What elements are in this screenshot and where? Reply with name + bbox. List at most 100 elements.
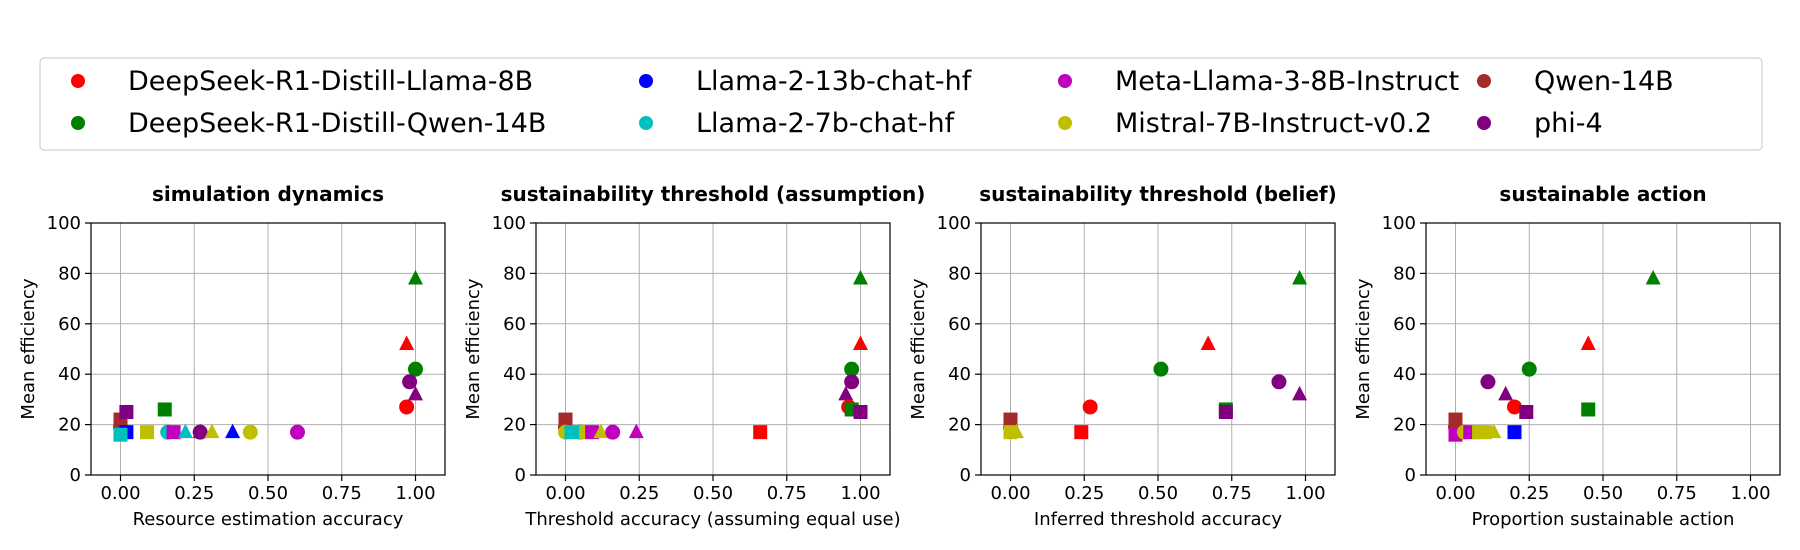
x-axis-label: Inferred threshold accuracy — [1034, 509, 1282, 530]
data-point-circle — [399, 399, 415, 415]
y-axis-label: Mean efficiency — [463, 278, 484, 420]
y-tick-label: 40 — [503, 364, 526, 385]
legend-marker — [1477, 74, 1491, 88]
data-point-circle — [844, 361, 860, 377]
data-point-circle — [1153, 361, 1169, 377]
y-tick-label: 60 — [1393, 314, 1416, 335]
x-tick-label: 0.50 — [693, 483, 733, 504]
y-tick-label: 40 — [1393, 364, 1416, 385]
y-tick-label: 80 — [948, 263, 971, 284]
data-point-circle — [1507, 399, 1522, 415]
x-tick-label: 1.00 — [1730, 483, 1770, 504]
legend-label: Llama-2-7b-chat-hf — [696, 108, 956, 139]
y-tick-label: 40 — [948, 364, 971, 385]
data-point-triangle — [204, 423, 220, 439]
y-axis-label: Mean efficiency — [1353, 278, 1374, 420]
data-point-circle — [1082, 399, 1098, 415]
data-point-triangle — [1580, 335, 1596, 350]
y-tick-label: 20 — [58, 415, 81, 436]
data-point-circle — [1271, 374, 1287, 390]
legend-label: DeepSeek-R1-Distill-Qwen-14B — [128, 108, 546, 139]
legend: DeepSeek-R1-Distill-Llama-8B Llama-2-13b-… — [39, 57, 1763, 151]
legend-label: Mistral-7B-Instruct-v0.2 — [1115, 108, 1432, 139]
data-point-triangle — [399, 335, 415, 350]
legend-entry-deepseek-r1-distill-llama-8b: DeepSeek-R1-Distill-Llama-8B — [71, 66, 533, 97]
data-point-square — [1581, 402, 1596, 417]
legend-entry-llama-2-13b-chat-hf: Llama-2-13b-chat-hf — [639, 66, 973, 97]
y-tick-label: 80 — [1393, 263, 1416, 284]
data-point-triangle — [1292, 385, 1308, 401]
legend-marker — [639, 74, 653, 88]
x-axis-label: Resource estimation accuracy — [133, 509, 404, 530]
panel-simulation-dynamics: 0.00 0.25 0.50 0.75 1.00 0 20 40 60 80 100 simulati… — [18, 182, 446, 530]
data-point-square — [853, 405, 868, 419]
y-tick-label: 60 — [58, 314, 81, 335]
data-point-triangle — [1486, 423, 1502, 439]
y-tick-label: 100 — [1382, 213, 1416, 234]
data-point-triangle — [853, 269, 868, 285]
legend-label: Qwen-14B — [1534, 66, 1674, 97]
y-tick-label: 0 — [70, 465, 81, 486]
data-point-triangle — [192, 423, 208, 439]
data-point-triangle — [628, 423, 644, 439]
data-point-triangle — [177, 423, 193, 439]
x-tick-label: 0.75 — [322, 483, 362, 504]
legend-marker — [639, 116, 653, 130]
y-tick-label: 20 — [1393, 415, 1416, 436]
legend-label: phi-4 — [1534, 108, 1603, 139]
x-axis-label: Proportion sustainable action — [1472, 509, 1735, 530]
data-point-circle — [605, 424, 621, 440]
legend-marker — [1058, 116, 1072, 130]
legend-entry-qwen-14b: Qwen-14B — [1477, 66, 1674, 97]
x-tick-label: 1.00 — [1285, 483, 1325, 504]
y-tick-label: 60 — [503, 314, 526, 335]
panel-sustainability-threshold-assumption: 0.00 0.25 0.50 0.75 1.00 0 20 40 60 80 100 sustaina… — [463, 182, 925, 530]
legend-entry-meta-llama-3-8b-instruct: Meta-Llama-3-8B-Instruct — [1058, 66, 1459, 97]
y-tick-label: 80 — [58, 263, 81, 284]
data-point-triangle — [408, 269, 423, 285]
x-tick-label: 0.25 — [1509, 483, 1549, 504]
x-tick-label: 1.00 — [395, 483, 435, 504]
y-tick-label: 20 — [503, 415, 526, 436]
data-point-triangle — [838, 385, 854, 401]
y-tick-label: 100 — [937, 213, 971, 234]
x-tick-label: 0.50 — [1583, 483, 1623, 504]
y-tick-label: 80 — [503, 263, 526, 284]
chart-title: sustainability threshold (assumption) — [501, 182, 926, 206]
x-tick-label: 0.00 — [990, 483, 1030, 504]
x-tick-label: 1.00 — [840, 483, 880, 504]
data-point-triangle — [225, 423, 241, 439]
x-tick-label: 0.00 — [100, 483, 140, 504]
legend-entry-llama-2-7b-chat-hf: Llama-2-7b-chat-hf — [639, 108, 956, 139]
data-point-triangle — [408, 385, 423, 401]
data-point-square — [157, 402, 172, 417]
y-tick-label: 0 — [960, 465, 971, 486]
x-tick-label: 0.75 — [767, 483, 807, 504]
data-point-triangle — [593, 423, 609, 439]
legend-frame — [39, 57, 1763, 151]
y-axis-label: Mean efficiency — [18, 278, 39, 420]
data-point-triangle — [1645, 269, 1661, 285]
data-point-square — [140, 425, 155, 440]
data-point-circle — [1521, 361, 1537, 377]
legend-marker — [71, 74, 85, 88]
data-point-square — [1218, 405, 1233, 419]
y-tick-label: 0 — [1405, 465, 1416, 486]
data-point-square — [166, 425, 181, 440]
data-point-circle — [1480, 374, 1496, 390]
legend-entry-phi-4: phi-4 — [1477, 108, 1603, 139]
data-point-triangle — [1008, 423, 1024, 439]
data-point-square — [119, 405, 134, 419]
legend-entry-mistral-7b-instruct-v0-2: Mistral-7B-Instruct-v0.2 — [1058, 108, 1432, 139]
data-point-triangle — [1292, 269, 1308, 285]
panel-sustainable-action: 0.00 0.25 0.50 0.75 1.00 0 20 40 60 80 100 sustaina… — [1353, 182, 1781, 530]
chart-title: sustainable action — [1499, 182, 1706, 206]
chart-title: sustainability threshold (belief) — [979, 182, 1337, 206]
data-point-circle — [844, 374, 860, 390]
y-tick-label: 100 — [492, 213, 526, 234]
legend-entry-deepseek-r1-distill-qwen-14b: DeepSeek-R1-Distill-Qwen-14B — [71, 108, 546, 139]
y-tick-label: 20 — [948, 415, 971, 436]
data-point-circle — [242, 424, 258, 440]
y-axis-label: Mean efficiency — [908, 278, 929, 420]
